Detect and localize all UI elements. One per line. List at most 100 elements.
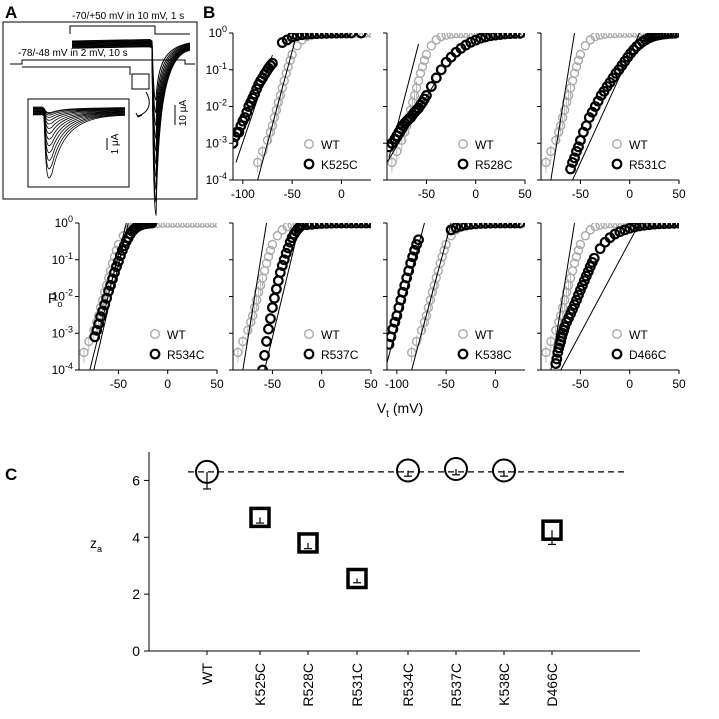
wt-point (441, 33, 451, 40)
wt-point (187, 223, 198, 228)
zoom-arrow (137, 91, 150, 117)
wt-point (265, 245, 276, 256)
legend-mutant-label: R531C (629, 158, 667, 172)
wt-point (413, 76, 424, 86)
x-tick-label: 0 (626, 187, 633, 201)
panel-c-za-plot: 0 2 4 6 za WT K525C R528C R531C R534C R537C K538C D4… (90, 452, 640, 707)
plot-area (541, 33, 679, 180)
legend-mutant-label: R534C (167, 348, 205, 362)
mutant-point (257, 364, 268, 370)
mutant-point (282, 242, 294, 254)
x-axis-label: Vt (mV) (377, 400, 423, 420)
x-tick-label: -50 (572, 187, 590, 201)
wt-point (654, 223, 664, 228)
mutant-point (91, 324, 103, 336)
legend-wt-label: WT (321, 328, 340, 342)
wt-point (261, 258, 272, 269)
wt-point (435, 258, 445, 269)
subplot-r537c: -50 0 50 WT R537C (229, 222, 378, 391)
wt-point (238, 336, 248, 347)
y-tick-label-base: 10 (55, 216, 69, 230)
mutant-point (321, 223, 333, 229)
mutant-point (624, 223, 636, 234)
wt-point (366, 33, 371, 38)
panel-labels: A B C (5, 3, 215, 484)
mutant-point (311, 33, 323, 40)
wt-point (595, 33, 605, 40)
wt-point (580, 231, 591, 241)
y-tick-label-base: 10 (209, 26, 223, 40)
mutant-point (97, 305, 109, 317)
scale-label-inset: 1 μA (110, 133, 121, 154)
mutant-point (673, 223, 679, 229)
protocol-bottom-line (10, 59, 195, 65)
wt-point (620, 33, 630, 38)
c-point-square (297, 532, 319, 554)
y-tick-label: 100 (55, 214, 73, 230)
wt-point (207, 223, 217, 228)
mutant-point (296, 33, 308, 41)
plot-area (541, 223, 679, 370)
mutant-point (397, 286, 409, 298)
legend-wt-label: WT (629, 138, 648, 152)
mutant-point (107, 273, 118, 285)
wt-point (649, 223, 660, 228)
current-trace (71, 46, 191, 216)
plot-area (233, 33, 371, 180)
mutant-point (588, 252, 600, 264)
mutant-point (573, 289, 584, 301)
mutant-point (109, 267, 120, 278)
mutant-point (241, 106, 253, 118)
wt-point (605, 223, 615, 229)
mutant-point (355, 33, 367, 39)
mutant-point (261, 336, 272, 347)
y-tick-label: 10-1 (206, 61, 227, 77)
legend-wt-label: WT (321, 138, 340, 152)
wt-point (546, 146, 556, 157)
y-tick-label: 10-2 (52, 288, 73, 304)
fit-line (242, 223, 268, 370)
y-tick-label-script: -4 (65, 361, 73, 371)
mutant-point (470, 34, 482, 46)
wt-point (610, 223, 620, 229)
wt-point (437, 252, 447, 262)
wt-point (417, 62, 428, 72)
c-point-circle (396, 458, 420, 483)
y-tick-label: 10-2 (206, 98, 227, 114)
mutant-point (485, 33, 496, 42)
wt-point (392, 146, 402, 157)
c-point-square (346, 567, 368, 590)
mutant-point (450, 223, 462, 233)
x-tick-label: -50 (110, 377, 128, 391)
mutant-point (326, 223, 337, 229)
c-x-tick-label: K525C (252, 663, 268, 706)
y-tick-label-script: -3 (65, 324, 73, 334)
mutant-point (669, 33, 679, 39)
wt-point (573, 55, 584, 66)
c-x-tick-label: WT (199, 663, 215, 685)
mutant-point (265, 60, 276, 71)
y-tick-label-script: -2 (219, 98, 227, 108)
plot-area (233, 223, 371, 370)
wt-point (212, 223, 217, 228)
mutant-point (551, 353, 563, 365)
x-tick-label: 50 (210, 377, 224, 391)
mutant-point (301, 223, 313, 231)
mutant-point (475, 223, 487, 229)
wt-point (436, 33, 446, 42)
mutant-point (475, 33, 487, 44)
mutant-point (435, 64, 447, 76)
c-point-square (249, 506, 271, 529)
mutant-point (278, 254, 290, 266)
protocol-top-label: -70/+50 mV in 10 mV, 1 s (72, 11, 184, 22)
y-tick-label-script: -1 (65, 251, 73, 261)
mutant-point (499, 223, 511, 229)
wt-point (406, 347, 417, 358)
mutant-point (239, 112, 251, 123)
mutant-point (89, 331, 101, 343)
wt-point (292, 41, 302, 51)
wt-point (233, 347, 243, 358)
legend-mutant-marker (457, 348, 469, 360)
fit-line (388, 43, 420, 159)
mutant-point (345, 33, 357, 39)
